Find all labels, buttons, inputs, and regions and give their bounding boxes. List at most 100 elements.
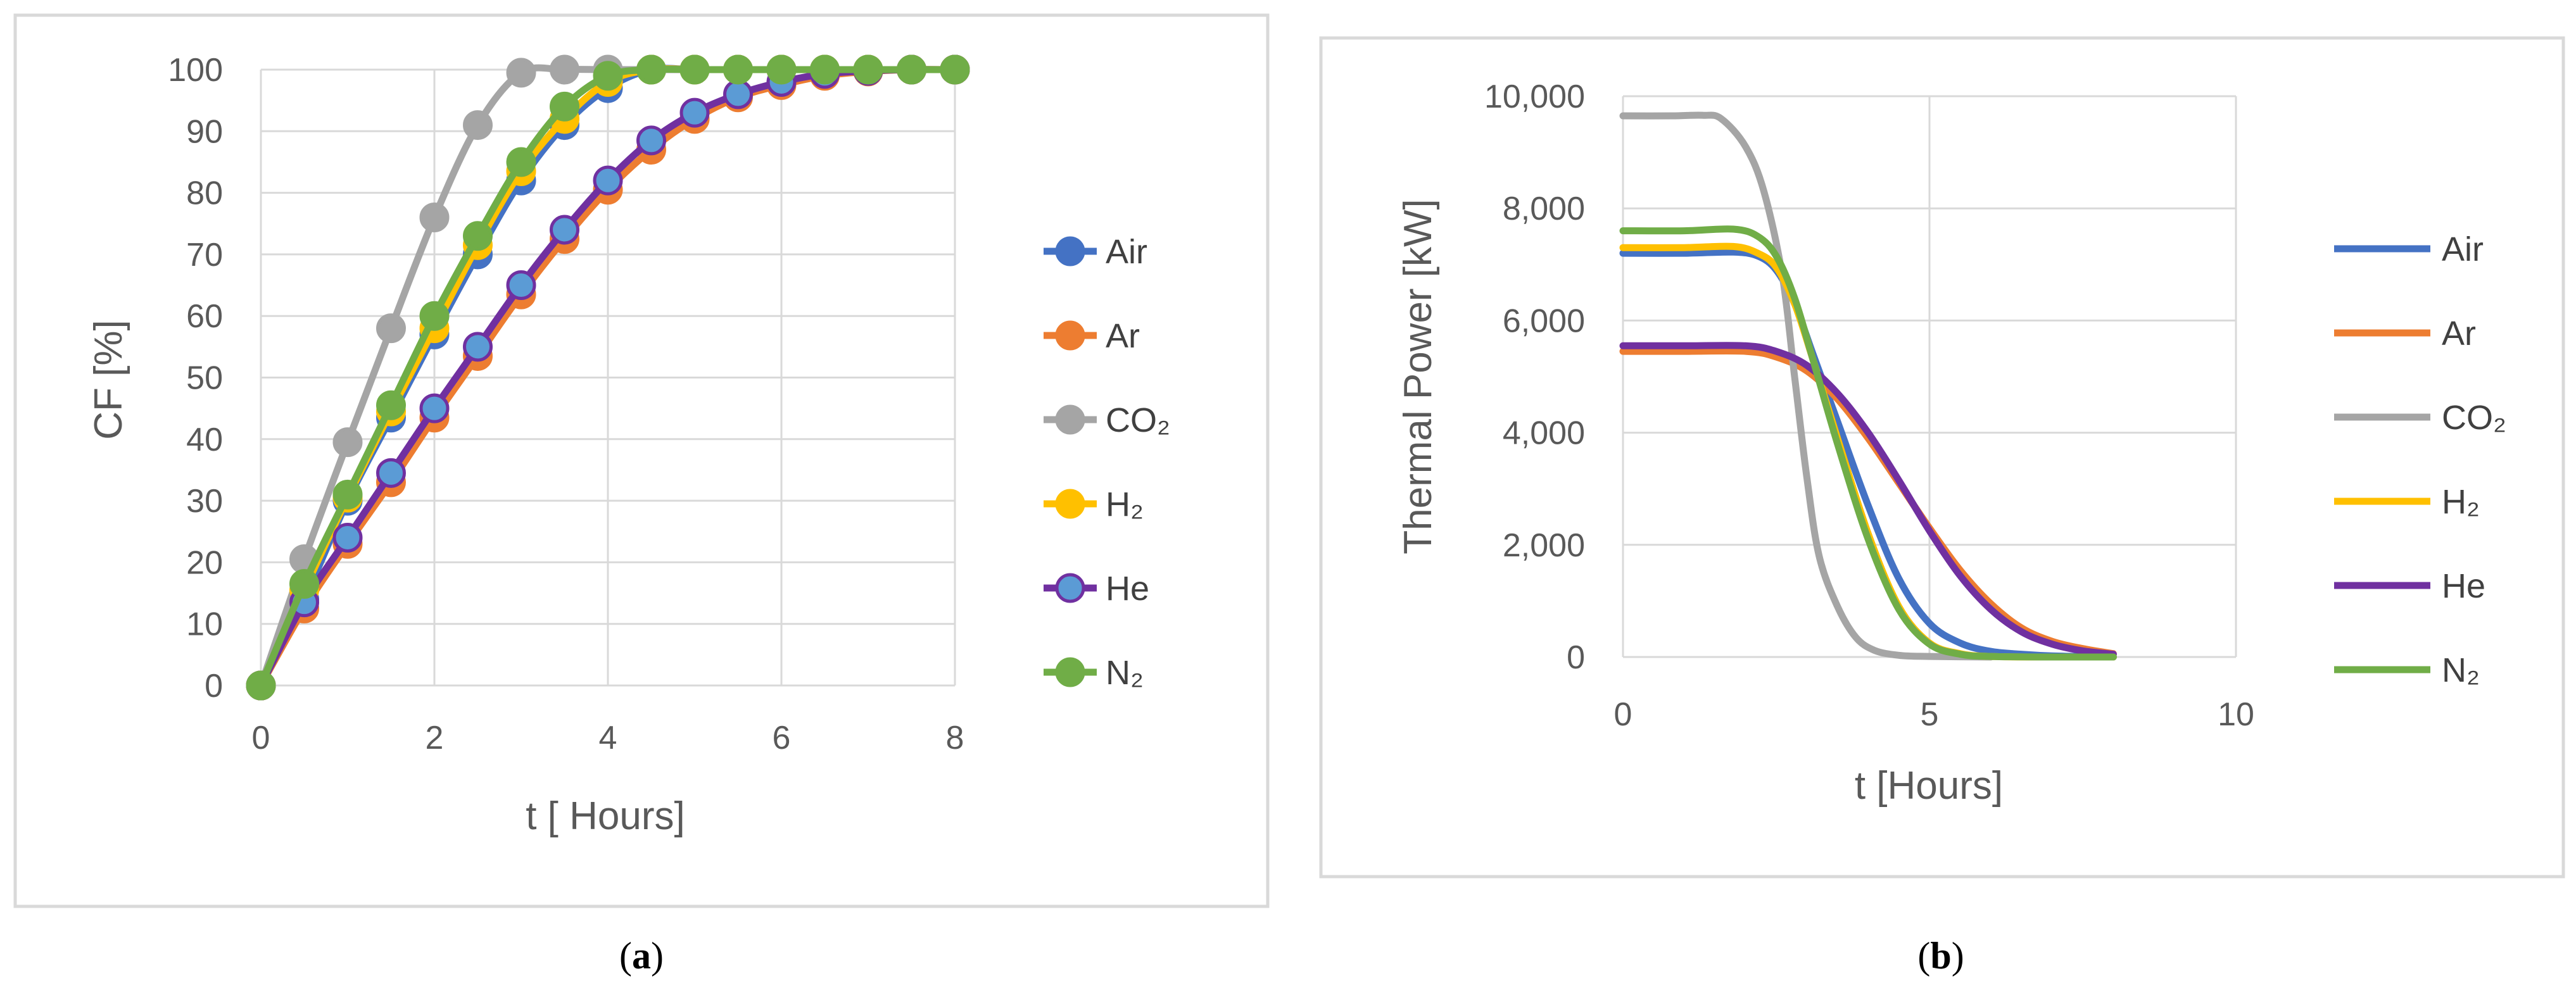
chart-a-point-n2 (766, 54, 797, 85)
chart-a-y-tick-label: 50 (186, 360, 223, 397)
chart-a-legend-item-co2: CO₂ (1044, 401, 1170, 439)
chart-a-x-tick-label: 6 (773, 720, 791, 756)
chart-a-series-n2 (246, 54, 970, 701)
panel-b-caption: (b) (1917, 935, 1964, 977)
chart-a-y-tick-label: 0 (205, 668, 223, 704)
chart-a-legend-marker (1055, 573, 1085, 603)
chart-a-point-n2 (289, 568, 319, 599)
chart-a-point-he (419, 393, 450, 423)
chart-a-point-co2 (332, 427, 363, 458)
chart-a-point-he (550, 215, 579, 245)
chart-a-legend-marker (1055, 404, 1085, 435)
chart-a-x-tick-label: 0 (252, 720, 270, 756)
chart-b-x-axis-label: t [Hours] (1855, 764, 2003, 808)
chart-a-point-n2 (550, 91, 579, 122)
chart-panel-b: 0 2,000 4,000 6,000 8,000 10,000 0 5 10 Thermal… (1319, 36, 2565, 879)
chart-b-series-air (1619, 248, 2117, 661)
chart-a-point-he (679, 97, 710, 128)
chart-b-x-tick-label: 0 (1614, 696, 1632, 733)
chart-b-legend-label: Air (2442, 230, 2484, 268)
chart-b-line-he (1619, 342, 2117, 658)
chart-a-legend-marker (1055, 236, 1085, 266)
chart-b-legend-label: N₂ (2442, 651, 2480, 689)
chart-a-legend-item-ar: Ar (1044, 317, 1140, 355)
chart-b-y-axis-label: Thermal Power [kW] (1396, 199, 1440, 554)
chart-a-x-tick-label: 8 (946, 720, 964, 756)
chart-b-line-n2 (1619, 225, 2117, 661)
chart-a-y-tick-label: 100 (168, 52, 223, 89)
chart-a-y-tick-label: 80 (186, 175, 223, 212)
chart-a-legend-marker (1055, 657, 1085, 687)
chart-b-legend-item-n2: N₂ (2334, 651, 2480, 689)
chart-a-point-n2 (679, 54, 710, 85)
chart-a-point-n2 (506, 147, 536, 177)
chart-a-y-tick-label: 40 (186, 422, 223, 458)
chart-b-x-tick-labels: 0 5 10 (1614, 696, 2254, 733)
chart-a-point-n2 (810, 54, 840, 85)
chart-a-legend-label: Ar (1106, 317, 1140, 355)
chart-a-y-tick-label: 90 (186, 113, 223, 150)
chart-b-x-tick-label: 5 (1921, 696, 1939, 733)
chart-b-y-tick-label: 6,000 (1503, 303, 1585, 339)
chart-b-legend-label: H₂ (2442, 483, 2480, 521)
chart-a-point-n2 (853, 54, 883, 85)
chart-a-point-n2 (376, 390, 406, 420)
chart-a-point-he (723, 79, 753, 110)
chart-b-x-tick-label: 10 (2218, 696, 2254, 733)
chart-b-legend-label: He (2442, 567, 2485, 605)
chart-b-legend-label: CO₂ (2442, 399, 2506, 437)
chart-a-legend-label: He (1106, 570, 1149, 608)
chart-b-legend-item-h2: H₂ (2334, 483, 2480, 521)
chart-a-legend-label: H₂ (1106, 485, 1144, 523)
chart-a-point-he (463, 332, 493, 362)
chart-a-point-he (332, 522, 363, 553)
chart-a-point-n2 (332, 479, 363, 510)
chart-a-y-tick-label: 20 (186, 544, 223, 581)
chart-b-frame (1319, 36, 2565, 879)
chart-a-point-n2 (897, 54, 926, 85)
chart-a-x-axis-label: t [ Hours] (526, 794, 685, 838)
chart-a-point-n2 (723, 54, 753, 85)
chart-b-line-air (1619, 248, 2117, 661)
chart-a-legend-item-air: Air (1044, 233, 1147, 271)
chart-a-frame (13, 13, 1270, 908)
chart-a-point-n2 (419, 301, 450, 331)
chart-a-legend-marker (1055, 489, 1085, 519)
chart-b-y-tick-label: 4,000 (1503, 415, 1585, 452)
chart-a-point-n2 (463, 221, 493, 251)
chart-b-legend-item-he: He (2334, 567, 2485, 605)
chart-b-legend-item-air: Air (2334, 230, 2484, 268)
panel-a-caption-letter: a (632, 935, 651, 977)
chart-a-y-tick-label: 30 (186, 483, 223, 520)
chart-b-legend-item-co2: CO₂ (2334, 399, 2506, 437)
chart-a-point-he (593, 165, 623, 196)
chart-a-point-he (636, 125, 666, 156)
chart-a-point-he (506, 270, 536, 301)
chart-a-x-tick-label: 2 (426, 720, 444, 756)
chart-panel-a: 0 10 20 30 40 50 60 70 80 90 100 0 2 4 6 8 CF [%] t [ … (13, 13, 1270, 908)
chart-b-y-tick-labels: 0 2,000 4,000 6,000 8,000 10,000 (1484, 78, 1585, 676)
chart-a-legend-label: N₂ (1106, 654, 1144, 692)
chart-a-point-n2 (246, 670, 276, 701)
chart-b-series-he (1619, 342, 2117, 658)
chart-b-legend-label: Ar (2442, 315, 2476, 353)
chart-b-y-tick-label: 0 (1567, 639, 1585, 676)
chart-a-series (246, 54, 970, 701)
chart-a-y-tick-label: 60 (186, 298, 223, 335)
chart-b-y-tick-label: 8,000 (1503, 191, 1585, 227)
chart-a-x-tick-labels: 0 2 4 6 8 (252, 720, 964, 756)
chart-b-series-n2 (1619, 225, 2117, 661)
chart-a-legend-item-he: He (1044, 570, 1149, 608)
chart-a-x-tick-label: 4 (599, 720, 617, 756)
panel-b-caption-letter: b (1930, 935, 1951, 977)
chart-a-point-n2 (636, 54, 666, 85)
chart-a-y-tick-label: 70 (186, 237, 223, 273)
chart-b-line-co2 (1619, 111, 1995, 661)
chart-a-y-tick-label: 10 (186, 606, 223, 643)
chart-a-legend-marker (1055, 320, 1085, 351)
chart-a-legend-label: Air (1106, 233, 1147, 271)
chart-a-point-co2 (506, 58, 536, 88)
chart-a-y-axis-label: CF [%] (87, 320, 130, 439)
chart-a-point-co2 (463, 110, 493, 141)
